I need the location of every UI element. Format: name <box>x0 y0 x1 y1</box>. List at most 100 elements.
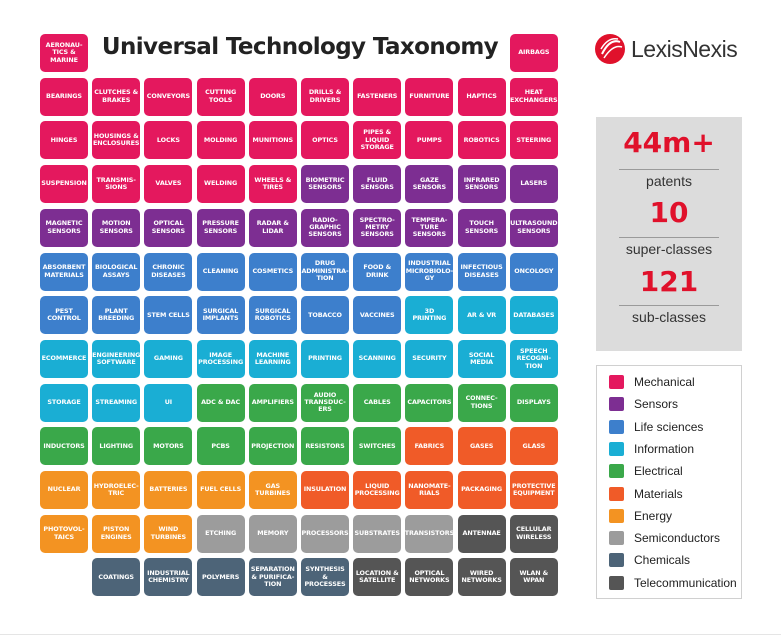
taxonomy-tile: MOLDING <box>196 121 245 160</box>
taxonomy-tile: WLAN & WPAN <box>509 558 558 597</box>
taxonomy-tile: COSMETICS <box>248 252 297 291</box>
taxonomy-tile: POLYMERS <box>196 558 245 597</box>
taxonomy-tile: CABLES <box>353 383 402 422</box>
taxonomy-tile: NANOMATE- RIALS <box>405 471 454 509</box>
taxonomy-tile: LIQUID PROCESSING <box>353 471 402 509</box>
taxonomy-tile: CAPACITORS <box>405 383 454 422</box>
lexisnexis-logo-icon <box>595 34 625 64</box>
taxonomy-tile: MACHINE LEARNING <box>248 339 297 378</box>
taxonomy-tile: FABRICS <box>405 427 454 466</box>
legend-item: Information <box>609 441 694 456</box>
taxonomy-tile: MUNITIONS <box>248 121 297 160</box>
taxonomy-tile: TEMPERA- TURE SENSORS <box>405 208 454 247</box>
legend-item: Materials <box>609 486 683 501</box>
taxonomy-tile: INDUCTORS <box>40 427 88 466</box>
taxonomy-tile: ULTRASOUND SENSORS <box>509 208 558 247</box>
legend-swatch <box>609 397 624 412</box>
legend-swatch <box>609 553 624 568</box>
legend-label: Chemicals <box>634 553 691 568</box>
taxonomy-tile: MAGNETIC SENSORS <box>40 208 88 247</box>
taxonomy-tile: UI <box>144 383 193 422</box>
taxonomy-tile: SPEECH RECOGNI- TION <box>509 339 558 378</box>
taxonomy-tile: LOCATION & SATELLITE <box>353 558 402 597</box>
taxonomy-tile: INFECTIOUS DISEASES <box>457 252 506 291</box>
taxonomy-tile: CHRONIC DISEASES <box>144 252 193 291</box>
taxonomy-tile: FOOD & DRINK <box>353 252 402 291</box>
taxonomy-tile: FASTENERS <box>353 77 402 116</box>
legend: Mechanical Sensors Life sciences Informatio… <box>596 365 742 599</box>
taxonomy-tile: STEERING <box>509 121 558 160</box>
legend-label: Electrical <box>634 464 683 479</box>
taxonomy-tile: HYDROELEC- TRIC <box>92 471 141 509</box>
taxonomy-tile: DRILLS & DRIVERS <box>301 77 349 116</box>
legend-item: Semiconductors <box>609 531 720 546</box>
taxonomy-tile: RESISTORS <box>301 427 349 466</box>
taxonomy-tile: CLUTCHES & BRAKES <box>92 77 141 116</box>
taxonomy-tile: FURNITURE <box>405 77 454 116</box>
taxonomy-tile: PROCESSORS <box>301 514 349 553</box>
taxonomy-tile: PISTON ENGINES <box>92 514 141 553</box>
taxonomy-tile: INDUSTRIAL CHEMISTRY <box>144 558 193 597</box>
legend-swatch <box>609 464 624 479</box>
taxonomy-tile: ENGINEERING SOFTWARE <box>92 339 140 378</box>
taxonomy-tile: TRANSMIS- SIONS <box>92 165 141 204</box>
taxonomy-tile: DOORS <box>248 77 297 116</box>
taxonomy-tile: SPECTRO- METRY SENSORS <box>353 208 402 247</box>
taxonomy-tile: PRINTING <box>301 339 349 378</box>
taxonomy-tile: ABSORBENT MATERIALS <box>40 252 88 291</box>
taxonomy-tile: AMPLIFIERS <box>248 383 297 422</box>
taxonomy-tile: STORAGE <box>40 383 88 422</box>
taxonomy-tile: GAS TURBINES <box>248 471 297 509</box>
taxonomy-tile: CONNEC- TIONS <box>457 383 506 422</box>
taxonomy-tile: ROBOTICS <box>457 121 506 160</box>
taxonomy-tile: TRANSISTORS <box>405 514 454 553</box>
taxonomy-tile: GAZE SENSORS <box>405 165 454 204</box>
legend-swatch <box>609 375 624 389</box>
taxonomy-tile: ECOMMERCE <box>40 339 88 378</box>
taxonomy-tile: HAPTICS <box>457 77 506 116</box>
taxonomy-tile: RADIO- GRAPHIC SENSORS <box>301 208 349 247</box>
taxonomy-tile: VACCINES <box>353 296 402 335</box>
legend-label: Materials <box>634 486 683 501</box>
taxonomy-tile: PEST CONTROL <box>40 296 88 335</box>
taxonomy-tile: DISPLAYS <box>509 383 558 422</box>
brand-name: LexisNexis <box>631 35 738 62</box>
taxonomy-tile: SURGICAL IMPLANTS <box>196 296 245 335</box>
taxonomy-tile: PROJECTION <box>248 427 297 466</box>
taxonomy-tile: OPTICAL SENSORS <box>144 208 193 247</box>
taxonomy-tile: LOCKS <box>144 121 193 160</box>
taxonomy-tile: CELLULAR WIRELESS <box>509 514 558 553</box>
legend-label: Sensors <box>634 397 679 412</box>
taxonomy-tile: RADAR & LIDAR <box>248 208 297 247</box>
taxonomy-tile: MOTORS <box>144 427 193 466</box>
taxonomy-tile: SCANNING <box>353 339 402 378</box>
taxonomy-tile: WIND TURBINES <box>144 514 193 553</box>
stat-superclasses-value: 10 <box>649 196 689 229</box>
taxonomy-tile: INSULATION <box>301 471 349 509</box>
taxonomy-tile: BIOLOGICAL ASSAYS <box>92 252 141 291</box>
taxonomy-tile: LASERS <box>509 165 558 204</box>
taxonomy-tile: SYNTHESIS & PROCESSES <box>301 558 349 597</box>
taxonomy-tile: INFRARED SENSORS <box>457 165 506 204</box>
taxonomy-tile: DRUG ADMINISTRA- TION <box>301 252 349 291</box>
taxonomy-tile: FUEL CELLS <box>196 471 245 509</box>
taxonomy-tile: PRESSURE SENSORS <box>196 208 245 247</box>
taxonomy-tile: PUMPS <box>405 121 454 160</box>
taxonomy-tile: INDUSTRIAL MICROBIOLO- GY <box>405 252 454 291</box>
taxonomy-tile: WHEELS & TIRES <box>248 165 297 204</box>
taxonomy-tile: SUBSTRATES <box>353 514 402 553</box>
taxonomy-tile: ETCHING <box>196 514 245 553</box>
stat-subclasses-value: 121 <box>639 265 699 298</box>
legend-label: Life sciences <box>634 419 704 434</box>
taxonomy-tile: ANTENNAE <box>457 514 506 553</box>
taxonomy-tile: OPTICAL NETWORKS <box>405 558 454 597</box>
taxonomy-tile: NUCLEAR <box>40 471 88 509</box>
taxonomy-tile: GASES <box>457 427 506 466</box>
stat-superclasses-label: super-classes <box>625 241 713 257</box>
taxonomy-tile: PLANT BREEDING <box>92 296 141 335</box>
taxonomy-tile: CLEANING <box>196 252 245 291</box>
legend-swatch <box>609 531 624 546</box>
taxonomy-tile: SEPARATION & PURIFICA- TION <box>248 558 297 597</box>
legend-swatch <box>609 508 624 523</box>
taxonomy-tile: FLUID SENSORS <box>353 165 402 204</box>
